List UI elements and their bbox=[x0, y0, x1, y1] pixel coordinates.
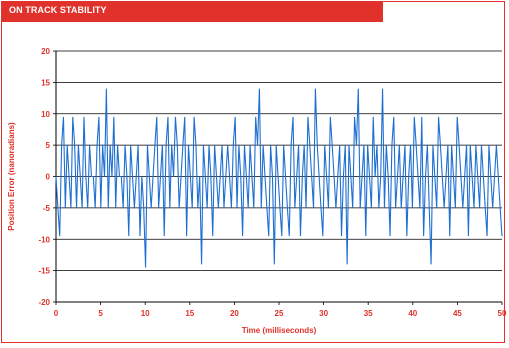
x-tick-label: 25 bbox=[275, 309, 284, 318]
x-tick-label: 15 bbox=[185, 309, 194, 318]
series-line bbox=[55, 88, 503, 268]
y-tick-label: 15 bbox=[41, 78, 50, 87]
y-tick-label: 0 bbox=[46, 173, 51, 182]
y-axis-ticks: 20 15 10 5 0 -5 -10 -15 -20 bbox=[38, 47, 50, 307]
y-tick-label: 10 bbox=[41, 110, 50, 119]
y-axis-label: Position Error (nanoradians) bbox=[7, 122, 16, 231]
x-axis-label: Time (milliseconds) bbox=[242, 326, 317, 335]
chart-plot-area bbox=[55, 88, 503, 268]
title-bar: ON TRACK STABILITY bbox=[1, 1, 383, 22]
x-tick-label: 20 bbox=[230, 309, 239, 318]
y-tick-label: -10 bbox=[38, 235, 50, 244]
x-tick-label: 0 bbox=[54, 309, 59, 318]
chart-title: ON TRACK STABILITY bbox=[9, 5, 107, 15]
y-tick-label: 20 bbox=[41, 47, 50, 56]
x-tick-label: 30 bbox=[319, 309, 328, 318]
x-tick-label: 10 bbox=[141, 309, 150, 318]
y-tick-label: 5 bbox=[46, 141, 51, 150]
y-tick-label: -5 bbox=[43, 204, 51, 213]
x-tick-label: 5 bbox=[98, 309, 103, 318]
y-tick-label: -20 bbox=[38, 298, 50, 307]
x-axis-ticks: 0 5 10 15 20 25 30 35 40 45 50 bbox=[54, 309, 507, 318]
y-tick-label: -15 bbox=[38, 267, 50, 276]
x-tick-label: 45 bbox=[453, 309, 462, 318]
x-tick-label: 50 bbox=[498, 309, 507, 318]
x-tick-label: 35 bbox=[364, 309, 373, 318]
x-tick-label: 40 bbox=[408, 309, 417, 318]
